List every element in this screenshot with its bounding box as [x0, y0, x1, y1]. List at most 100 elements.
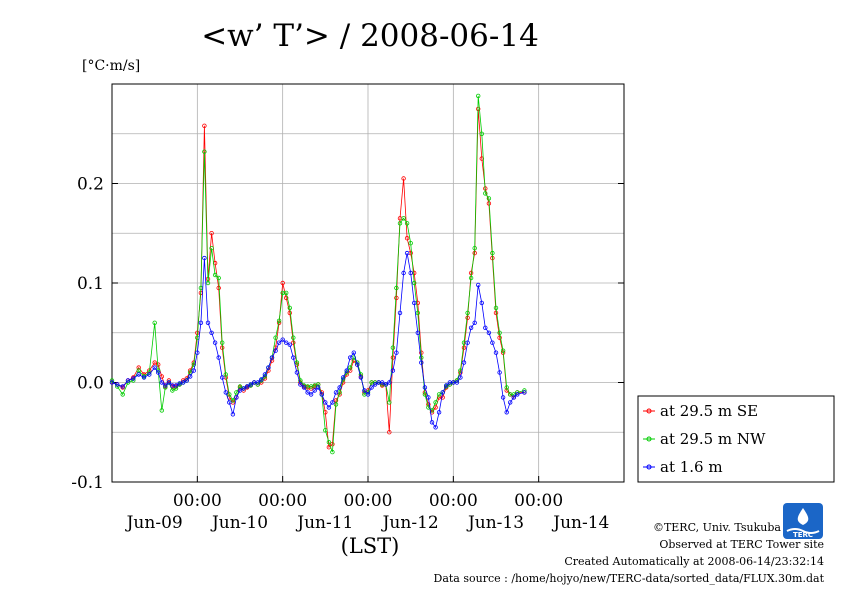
data-point — [166, 380, 172, 385]
data-point — [291, 335, 296, 340]
data-point — [479, 131, 484, 136]
day-label: Jun-14 — [551, 513, 609, 533]
data-point — [394, 350, 399, 355]
data-point — [454, 380, 460, 385]
series-group — [109, 93, 527, 455]
series-line — [111, 253, 525, 429]
data-point — [301, 385, 307, 390]
data-point — [109, 378, 115, 383]
day-label: Jun-09 — [125, 513, 183, 533]
data-point — [362, 388, 367, 393]
data-point — [458, 375, 463, 380]
data-point — [433, 405, 438, 410]
data-point — [209, 330, 214, 335]
data-point — [472, 245, 477, 251]
data-point — [294, 360, 300, 365]
data-point — [115, 382, 120, 387]
data-point — [255, 380, 260, 385]
data-point — [476, 282, 481, 288]
data-point — [187, 374, 193, 379]
data-point — [291, 340, 296, 345]
data-point — [241, 386, 246, 391]
data-point — [412, 280, 417, 286]
data-point — [422, 392, 428, 397]
data-point — [440, 395, 445, 400]
data-point — [136, 365, 141, 370]
data-point — [120, 384, 125, 389]
data-point — [500, 348, 506, 353]
data-point — [280, 280, 285, 286]
data-point — [465, 310, 470, 316]
data-point — [269, 358, 275, 363]
y-tick-label: 0.2 — [77, 175, 104, 195]
data-point — [412, 300, 417, 306]
data-point — [163, 383, 168, 388]
data-point — [198, 320, 204, 325]
data-point — [330, 449, 335, 455]
data-point — [387, 400, 392, 405]
data-point — [184, 378, 189, 383]
data-point — [205, 320, 211, 325]
data-point — [333, 402, 339, 407]
data-point — [284, 340, 289, 345]
data-point — [493, 305, 499, 311]
data-point — [209, 245, 214, 251]
data-point — [212, 272, 218, 278]
data-point — [330, 400, 335, 405]
series-line — [111, 95, 525, 453]
data-point — [152, 365, 157, 370]
data-point — [234, 395, 239, 400]
data-point — [404, 235, 410, 241]
chart-title: <w’ T’> / 2008-06-14 — [201, 18, 539, 54]
day-label: Jun-13 — [466, 513, 524, 533]
data-point — [276, 340, 282, 345]
data-point — [390, 355, 396, 360]
credit-observed: Observed at TERC Tower site — [659, 538, 824, 551]
data-point — [490, 340, 495, 345]
data-point — [422, 385, 428, 390]
data-point — [141, 375, 147, 380]
data-point — [316, 382, 321, 387]
data-point — [394, 295, 399, 301]
data-point — [504, 385, 509, 390]
legend: at 29.5 m SE at 29.5 m NW at 1.6 m — [637, 395, 835, 483]
data-point — [472, 320, 477, 325]
data-point — [312, 388, 317, 393]
data-point — [394, 285, 399, 291]
data-point — [291, 355, 296, 360]
data-point — [287, 342, 292, 347]
data-point — [486, 330, 492, 335]
credit-copyright: ©TERC, Univ. Tsukuba — [653, 521, 781, 534]
data-point — [323, 400, 328, 405]
data-point — [497, 330, 502, 335]
data-point — [147, 372, 152, 377]
data-point — [216, 275, 221, 281]
data-point — [351, 350, 356, 355]
data-point — [223, 390, 228, 395]
data-point — [323, 428, 328, 433]
data-point — [440, 390, 445, 395]
data-point — [244, 384, 250, 389]
day-label: Jun-12 — [381, 513, 439, 533]
data-point — [436, 410, 442, 415]
data-point — [493, 350, 499, 355]
data-point — [468, 275, 474, 281]
data-point — [497, 370, 502, 375]
data-point — [109, 380, 115, 385]
data-point — [380, 380, 385, 385]
series-1 — [109, 106, 527, 450]
data-point — [152, 320, 157, 325]
data-point — [419, 360, 424, 365]
data-point — [348, 365, 353, 370]
data-point — [433, 400, 438, 405]
x-tick-label: 00:00 — [514, 491, 563, 511]
data-point — [259, 377, 264, 382]
data-point — [202, 255, 207, 261]
data-point — [401, 270, 406, 276]
data-point — [465, 340, 470, 345]
x-tick-label: 00:00 — [344, 491, 393, 511]
data-point — [155, 370, 161, 375]
data-point — [426, 395, 431, 400]
